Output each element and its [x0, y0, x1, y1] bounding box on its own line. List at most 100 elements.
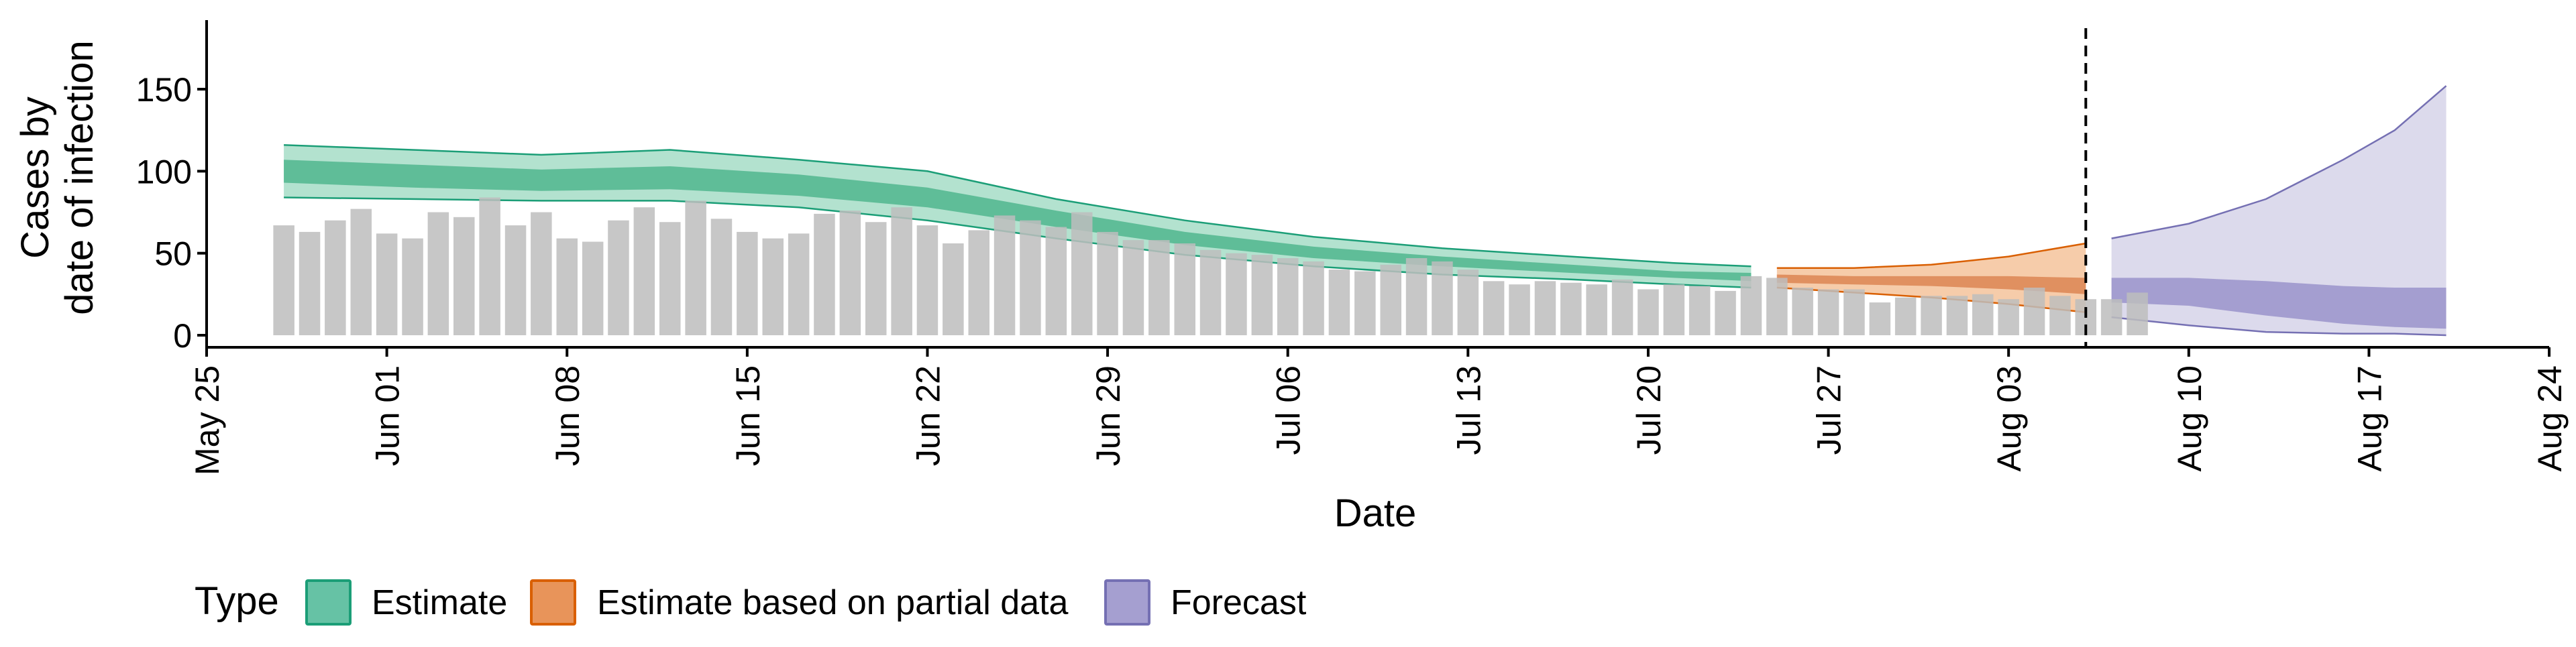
bar: [1715, 290, 1736, 335]
bar: [1792, 288, 1813, 335]
bar: [273, 225, 294, 335]
x-tick-label: Jun 29: [1089, 365, 1127, 466]
band-group-partial: [1776, 242, 2086, 313]
bar: [1560, 282, 1582, 335]
bar: [943, 243, 964, 335]
bar: [1766, 278, 1788, 335]
bar: [1097, 231, 1118, 335]
x-tick-label: Aug 17: [2351, 365, 2388, 471]
band-upper-edge-forecast: [2111, 85, 2447, 239]
bar: [788, 233, 810, 335]
bar: [325, 220, 346, 335]
legend-key-estimate: [305, 579, 352, 626]
bar: [1740, 276, 1762, 335]
bar: [1663, 284, 1685, 335]
bar: [1972, 294, 1994, 335]
legend-label-estimate: Estimate: [372, 583, 507, 622]
legend-key-forecast: [1104, 579, 1150, 626]
bar: [994, 215, 1016, 335]
bar: [582, 241, 604, 335]
y-axis-title-line-2: date of infection: [58, 40, 101, 315]
bar: [916, 225, 938, 335]
band-group-forecast: [2111, 85, 2447, 337]
bar: [1277, 258, 1299, 335]
legend-label-partial: Estimate based on partial data: [597, 583, 1069, 622]
band-upper-edge-estimate: [284, 143, 1752, 268]
bar: [1148, 240, 1170, 335]
bar: [1122, 240, 1144, 335]
bar: [453, 217, 475, 335]
bar: [608, 220, 629, 335]
axes-layer: 0 50 100 150 May 25 Jun 01 Jun 08 Jun 15 Jun 22 J…: [136, 20, 2569, 475]
bar: [891, 207, 912, 335]
bar: [1174, 243, 1195, 335]
bar: [839, 211, 861, 335]
x-tick-label: Jun 15: [729, 365, 767, 466]
bar: [1534, 281, 1556, 335]
bar: [1380, 264, 1401, 335]
bar: [685, 200, 706, 335]
bar: [710, 219, 733, 335]
x-tick-label: Aug 03: [1990, 365, 2028, 471]
bar: [1509, 284, 1530, 335]
band-group-estimate: [284, 143, 1752, 289]
bar: [1894, 297, 1917, 335]
legend-item-partial: Estimate based on partial data: [530, 579, 1069, 626]
x-tick-label: Jul 27: [1811, 365, 1848, 455]
y-tick-label: 0: [173, 317, 192, 355]
bar: [1303, 261, 1324, 335]
bar: [633, 207, 655, 335]
bar: [2049, 296, 2071, 335]
bar: [376, 233, 398, 335]
bar: [1226, 253, 1247, 335]
bars-layer: [273, 197, 2148, 335]
bar: [1354, 271, 1376, 335]
bar: [1251, 255, 1273, 335]
y-axis-title: Cases by date of infection: [13, 40, 101, 315]
x-tick-label: Jun 01: [369, 365, 407, 466]
bar: [1611, 279, 1633, 335]
y-tick-label: 150: [136, 71, 192, 109]
bar: [1457, 270, 1479, 335]
bar: [1045, 227, 1067, 335]
bar: [1998, 299, 2019, 335]
legend-key-partial: [530, 579, 576, 626]
bar: [504, 225, 527, 335]
bar: [1869, 302, 1891, 335]
bar: [659, 222, 681, 335]
band-inner-partial: [1776, 274, 2086, 294]
bar: [1328, 270, 1350, 335]
bar: [1817, 289, 1839, 335]
x-tick-label: Jul 13: [1450, 365, 1487, 455]
bar: [402, 238, 423, 335]
bar: [814, 213, 835, 335]
bar: [299, 231, 321, 335]
x-tick-label: Jun 22: [910, 365, 947, 466]
band-lower-edge-forecast: [2111, 316, 2447, 337]
x-tick-label: Jul 06: [1270, 365, 1307, 455]
band-inner-estimate: [284, 160, 1752, 282]
bar: [865, 222, 887, 335]
x-tick-label: Aug 24: [2531, 365, 2569, 471]
bar: [1843, 289, 1865, 335]
bar: [1071, 212, 1093, 335]
y-tick-label: 100: [136, 153, 192, 190]
bar: [2127, 292, 2148, 335]
bar: [2100, 299, 2123, 335]
bar: [1432, 261, 1453, 335]
x-tick-label: Jun 08: [549, 365, 586, 466]
bar: [1483, 281, 1505, 335]
x-axis-title: Date: [1334, 491, 1417, 535]
x-tick-label: Aug 10: [2171, 365, 2208, 471]
bar: [762, 238, 784, 335]
band-inner-forecast: [2111, 278, 2447, 329]
bar: [556, 238, 578, 335]
bar: [1586, 284, 1607, 335]
bar: [1946, 296, 1968, 335]
bar: [350, 209, 372, 335]
band-upper-edge-partial: [1776, 242, 2086, 269]
bar: [531, 212, 552, 335]
x-tick-label: Jul 20: [1630, 365, 1668, 455]
